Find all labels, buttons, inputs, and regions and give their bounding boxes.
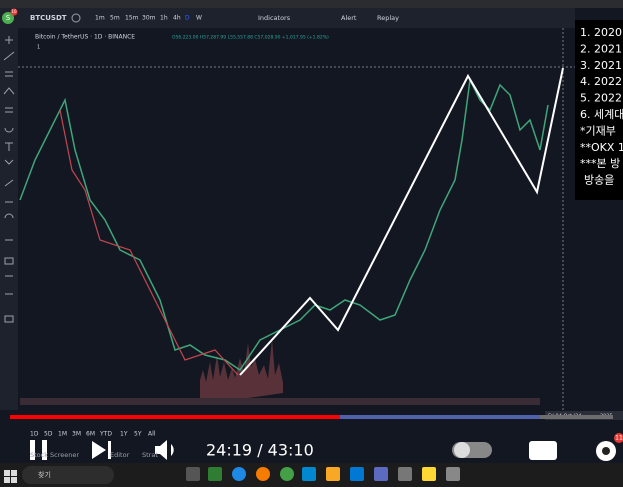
start-button[interactable]	[4, 470, 17, 483]
range-button[interactable]: 6M	[86, 431, 95, 438]
interval[interactable]: 30m	[142, 15, 156, 22]
price-line-down	[59, 109, 239, 376]
player-controls	[30, 433, 623, 461]
drawn-zigzag	[239, 67, 564, 376]
alert[interactable]: Alert	[341, 14, 357, 22]
app-icon[interactable]	[326, 467, 340, 481]
range-button[interactable]: 3M	[72, 431, 81, 438]
settings-badge	[614, 433, 623, 443]
browser-strip	[0, 0, 623, 8]
app-icon[interactable]	[374, 467, 388, 481]
range-button[interactable]: YTD	[99, 431, 112, 438]
add-symbol[interactable]	[71, 13, 81, 23]
ohlc: O56,223.00 H57,287.99 L55,557.88 C57,028…	[172, 35, 329, 41]
interval[interactable]: D	[185, 15, 190, 22]
notes-panel	[575, 20, 623, 200]
app-icon[interactable]	[208, 467, 222, 481]
app-icon[interactable]	[280, 467, 294, 481]
interval[interactable]: 4h	[173, 15, 181, 22]
toolbar	[0, 8, 575, 28]
indicator-count: 1	[37, 45, 40, 51]
indicators[interactable]: Indicators	[258, 14, 291, 22]
range-button[interactable]: 1D	[30, 431, 39, 438]
bottom-tab[interactable]: Editor	[110, 451, 130, 459]
app-icon[interactable]	[398, 467, 412, 481]
note-line: **OKX 1	[580, 141, 623, 154]
settings-badge-text: 11	[615, 435, 623, 442]
pause-button-bar[interactable]	[42, 440, 47, 460]
avatar[interactable]	[2, 12, 14, 24]
avatar-badge	[10, 8, 18, 16]
note-line: 2. 2021	[580, 42, 622, 55]
interval[interactable]: W	[196, 15, 202, 22]
autoplay-knob	[454, 442, 470, 458]
avatar-badge-text: 10	[11, 9, 17, 14]
subtitles-button[interactable]	[529, 441, 557, 460]
note-line: 3. 2021	[580, 59, 622, 72]
app-icon[interactable]	[186, 467, 200, 481]
bottom-tab[interactable]: Strat	[142, 451, 158, 459]
interval[interactable]: 1h	[160, 15, 168, 22]
interval[interactable]: 1m	[95, 15, 105, 22]
settings-hole	[602, 447, 610, 455]
app-icon[interactable]	[350, 467, 364, 481]
note-line: 4. 2022	[580, 75, 622, 88]
app-icon[interactable]	[232, 467, 246, 481]
note-line: 1. 2020	[580, 26, 622, 39]
replay[interactable]: Replay	[377, 14, 399, 22]
range-button[interactable]: 1Y	[120, 431, 128, 438]
search-text: 찾기	[38, 470, 51, 479]
progress-buffer	[340, 415, 540, 419]
interval[interactable]: 5m	[110, 15, 120, 22]
bottom-tab[interactable]: Stock Screener	[30, 451, 79, 459]
volume-button[interactable]	[155, 440, 174, 460]
app-icon[interactable]	[302, 467, 316, 481]
interval[interactable]: 15m	[125, 15, 139, 22]
taskbar-apps	[186, 467, 460, 481]
app-icon[interactable]	[422, 467, 436, 481]
range-button[interactable]: 1M	[58, 431, 67, 438]
app-icon[interactable]	[256, 467, 270, 481]
range-button[interactable]: All	[148, 431, 156, 438]
left-tools	[3, 36, 15, 323]
note-line: 6. 세계대	[580, 108, 623, 121]
note-line: *기재부	[580, 124, 616, 137]
pause-button[interactable]	[30, 440, 35, 460]
chart-legend: Bitcoin / TetherUS · 1D · BINANCE	[35, 34, 135, 41]
time-display: 24:19 / 43:10	[206, 441, 314, 460]
note-line: 방송을	[584, 174, 614, 187]
range-button[interactable]: 5Y	[134, 431, 142, 438]
volume-base	[20, 398, 540, 405]
symbol[interactable]: BTCUSDT	[30, 14, 67, 22]
search-box[interactable]	[22, 466, 114, 484]
note-line: ***본 방	[580, 157, 620, 170]
left-toolbar	[0, 28, 18, 410]
note-line: 5. 2022	[580, 92, 622, 105]
next-button[interactable]	[92, 441, 111, 459]
range-button[interactable]: 5D	[44, 431, 53, 438]
progress-played	[10, 415, 340, 419]
avatar-letter: S	[6, 14, 11, 22]
app-icon[interactable]	[446, 467, 460, 481]
